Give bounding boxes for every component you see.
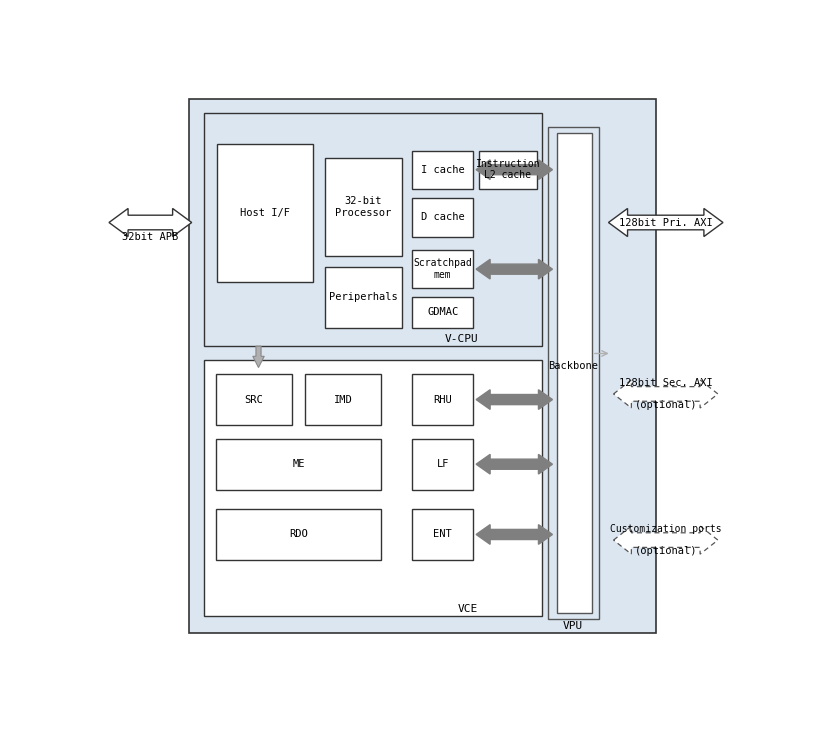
Text: I cache: I cache	[421, 165, 465, 174]
Bar	[216, 510, 381, 560]
Bar	[216, 374, 292, 425]
Text: RHU: RHU	[433, 395, 452, 404]
Text: 128bit Sec. AXI: 128bit Sec. AXI	[619, 377, 713, 388]
Bar	[217, 144, 313, 282]
Polygon shape	[613, 380, 718, 408]
Bar	[325, 158, 401, 256]
Polygon shape	[476, 259, 553, 279]
Polygon shape	[476, 160, 553, 180]
Text: LF: LF	[437, 459, 449, 469]
Text: Customization ports: Customization ports	[610, 524, 722, 534]
Text: 32bit APB: 32bit APB	[122, 231, 178, 242]
Bar	[204, 360, 542, 616]
Text: ENT: ENT	[433, 529, 452, 539]
Text: (optional): (optional)	[635, 400, 697, 410]
Bar	[325, 267, 401, 328]
Bar	[412, 199, 473, 237]
Bar	[204, 113, 542, 346]
Polygon shape	[476, 454, 553, 474]
Text: GDMAC: GDMAC	[427, 307, 458, 317]
Text: VPU: VPU	[562, 620, 583, 631]
Text: Backbone: Backbone	[548, 361, 599, 371]
Text: Periperhals: Periperhals	[329, 292, 398, 302]
Text: ME: ME	[292, 459, 305, 469]
Text: VCE: VCE	[458, 604, 478, 614]
Bar	[189, 99, 656, 633]
Bar	[557, 133, 592, 613]
Text: 32-bit
Processor: 32-bit Processor	[335, 196, 392, 218]
Bar	[412, 296, 473, 328]
Text: IMD: IMD	[334, 395, 352, 404]
Bar	[305, 374, 381, 425]
Bar	[412, 510, 473, 560]
Bar	[216, 439, 381, 490]
Text: (optional): (optional)	[635, 546, 697, 556]
Bar	[412, 439, 473, 490]
FancyArrow shape	[253, 346, 264, 367]
Polygon shape	[476, 525, 553, 545]
Polygon shape	[476, 390, 553, 410]
Bar	[548, 127, 599, 619]
Polygon shape	[613, 526, 718, 554]
Bar	[412, 150, 473, 189]
Bar	[412, 374, 473, 425]
Text: SRC: SRC	[245, 395, 264, 404]
Text: Scratchpad
mem: Scratchpad mem	[413, 258, 472, 280]
Text: D cache: D cache	[421, 212, 465, 223]
Bar	[412, 250, 473, 288]
Polygon shape	[608, 209, 723, 237]
Text: V-CPU: V-CPU	[444, 334, 478, 345]
Bar	[479, 150, 537, 189]
Text: 128bit Pri. AXI: 128bit Pri. AXI	[619, 218, 713, 228]
Polygon shape	[109, 209, 192, 237]
Text: Instruction
L2 cache: Instruction L2 cache	[475, 159, 540, 180]
Text: RDO: RDO	[289, 529, 308, 539]
Text: Host I/F: Host I/F	[240, 207, 290, 218]
